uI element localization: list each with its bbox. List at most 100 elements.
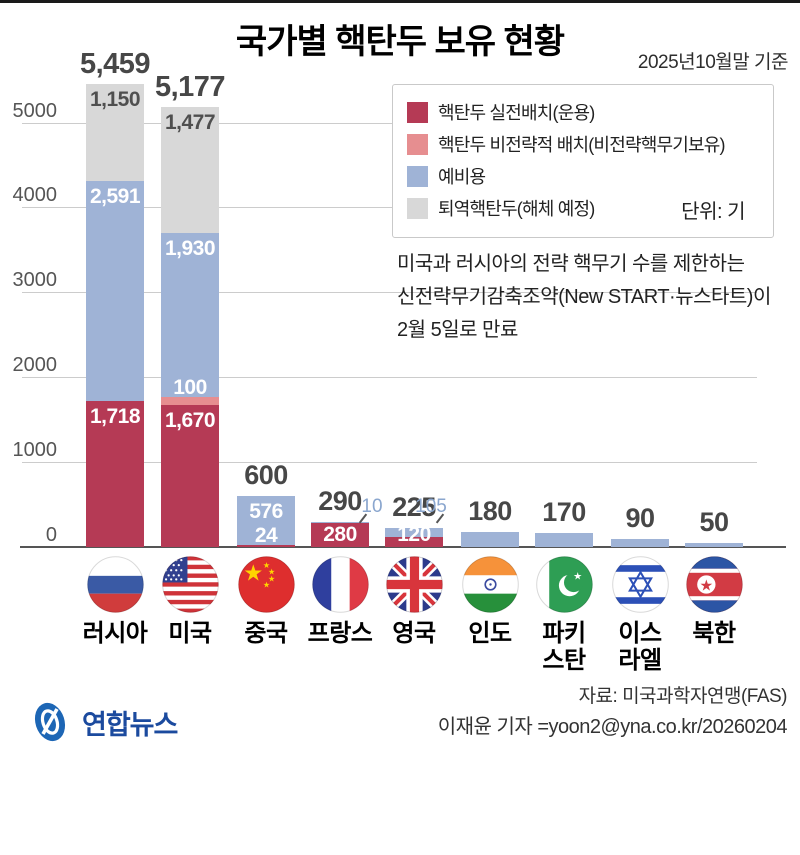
country-label: 북한	[692, 620, 736, 647]
chart-note: 미국과 러시아의 전략 핵무기 수를 제한하는 신전략무기감축조약(New ST…	[397, 248, 771, 347]
country-label: 러시아	[82, 620, 148, 647]
israel-flag-icon	[611, 556, 669, 613]
category-russia: 러시아	[55, 556, 175, 647]
bar-total-label: 5,459	[79, 47, 151, 80]
segment-value-label: 576	[249, 500, 283, 524]
legend-label: 예비용	[438, 167, 486, 187]
bar-segment-deployed	[237, 544, 295, 547]
annotation-label: 10	[361, 496, 383, 517]
legend-item-reserve: 예비용	[407, 160, 773, 192]
bar-segment-reserve	[385, 527, 443, 537]
country-label: 프랑스	[307, 620, 373, 647]
country-label: 이스 라엘	[618, 620, 662, 674]
annotation-label: 105	[415, 496, 447, 517]
reporter-credit: 이재윤 기자 =yoon2@yna.co.kr/20260204	[437, 716, 788, 738]
segment-value-label: 1,930	[164, 236, 216, 260]
bar-segment-retired	[86, 83, 144, 182]
country-label: 파키 스탄	[542, 620, 586, 674]
category-india: 인도	[430, 556, 550, 647]
category-usa: 미국	[130, 556, 250, 647]
bar-total-label: 50	[699, 506, 729, 537]
chart-legend: 핵탄두 실전배치(운용) 핵탄두 비전략적 배치(비전략핵무기보유) 예비용 퇴…	[392, 84, 774, 238]
note-line: 2월 5일로 만료	[397, 319, 518, 341]
bar-segment-deployed	[385, 536, 443, 547]
bar-segment-retired	[161, 107, 219, 233]
segment-value-label: 100	[173, 375, 207, 399]
legend-swatch-nonstrategic-icon	[407, 133, 428, 155]
bar-total-label: 90	[625, 503, 655, 534]
gridline	[22, 377, 757, 379]
svg-text:★: ★	[243, 560, 263, 586]
svg-text:★: ★	[573, 571, 582, 582]
category-north-korea: ★ 북한	[654, 556, 774, 647]
segment-value-label: 2,591	[89, 185, 141, 209]
country-label: 중국	[244, 620, 288, 647]
segment-value-label: 24	[254, 523, 278, 547]
russia-flag-icon	[86, 556, 144, 613]
legend-swatch-reserve-icon	[407, 165, 428, 187]
bar-segment-deployed	[311, 523, 369, 547]
x-axis-line	[20, 546, 786, 548]
svg-text:★: ★	[267, 566, 274, 576]
page-title: 국가별 핵탄두 보유 현황	[235, 23, 565, 61]
svg-text:★: ★	[699, 577, 713, 595]
country-label: 영국	[392, 620, 436, 647]
bar-total-label: 180	[468, 495, 512, 526]
svg-text:★: ★	[262, 580, 269, 590]
logo-text: 연합뉴스	[82, 709, 178, 740]
legend-label: 핵탄두 실전배치(운용)	[438, 103, 595, 123]
legend-swatch-deployed-icon	[407, 101, 428, 123]
as-of-date: 2025년10월말 기준	[637, 52, 789, 73]
gridline	[22, 207, 757, 209]
svg-text:★: ★	[262, 560, 269, 570]
category-france: 프랑스	[280, 556, 400, 647]
yonhap-logo-icon	[34, 702, 66, 742]
pakistan-flag-icon: ★	[535, 556, 593, 613]
note-line: 미국과 러시아의 전략 핵무기 수를 제한하는	[397, 253, 745, 275]
country-label: 미국	[168, 620, 212, 647]
segment-value-label: 1,150	[89, 87, 141, 111]
axis-tick-label: 3000	[12, 269, 58, 292]
india-flag-icon	[461, 556, 519, 613]
axis-tick-label: 0	[45, 524, 57, 546]
bar-segment-reserve	[611, 539, 669, 547]
usa-flag-icon	[161, 556, 219, 613]
bar-total-label: 290	[318, 486, 362, 517]
segment-value-label: 120	[397, 523, 431, 546]
bar-segment-reserve	[311, 522, 369, 524]
source-credit: 자료: 미국과학자연맹(FAS)	[578, 686, 788, 707]
axis-tick-label: 5000	[12, 99, 58, 122]
north-korea-flag-icon: ★	[685, 556, 743, 613]
legend-swatch-retired-icon	[407, 197, 428, 219]
bar-segment-reserve	[461, 531, 519, 547]
svg-text:★: ★	[267, 573, 274, 583]
legend-label: 퇴역핵탄두(해체 예정)	[438, 199, 595, 219]
axis-tick-label: 2000	[12, 354, 58, 377]
segment-value-label: 1,477	[164, 111, 216, 135]
yonhap-logo: 연합뉴스	[26, 698, 178, 746]
bar-total-label: 225	[392, 491, 436, 522]
bar-segment-deployed	[161, 405, 219, 547]
axis-tick-label: 1000	[12, 439, 58, 462]
bar-segment-reserve	[237, 496, 295, 545]
category-israel: 이스 라엘	[580, 556, 700, 674]
legend-item-retired: 퇴역핵탄두(해체 예정)	[407, 192, 773, 224]
category-uk: 영국	[354, 556, 474, 647]
segment-value-label: 280	[323, 523, 357, 546]
axis-tick-label: 4000	[12, 184, 58, 207]
category-pakistan: ★ 파키 스탄	[504, 556, 624, 674]
segment-value-label: 1,670	[164, 409, 216, 433]
segment-value-label: 1,718	[89, 405, 141, 429]
legend-item-nonstrategic: 핵탄두 비전략적 배치(비전략핵무기보유)	[407, 128, 773, 160]
category-china: ★ ★ ★ ★ ★ 중국	[206, 556, 326, 647]
legend-item-deployed: 핵탄두 실전배치(운용)	[407, 96, 773, 128]
bar-segment-reserve	[685, 542, 743, 547]
bar-segment-reserve	[161, 232, 219, 397]
bar-total-label: 5,177	[154, 71, 226, 104]
unit-label: 단위: 기	[681, 201, 745, 223]
legend-label: 핵탄두 비전략적 배치(비전략핵무기보유)	[438, 135, 726, 155]
uk-flag-icon	[385, 556, 443, 613]
bar-segment-deployed	[86, 401, 144, 547]
